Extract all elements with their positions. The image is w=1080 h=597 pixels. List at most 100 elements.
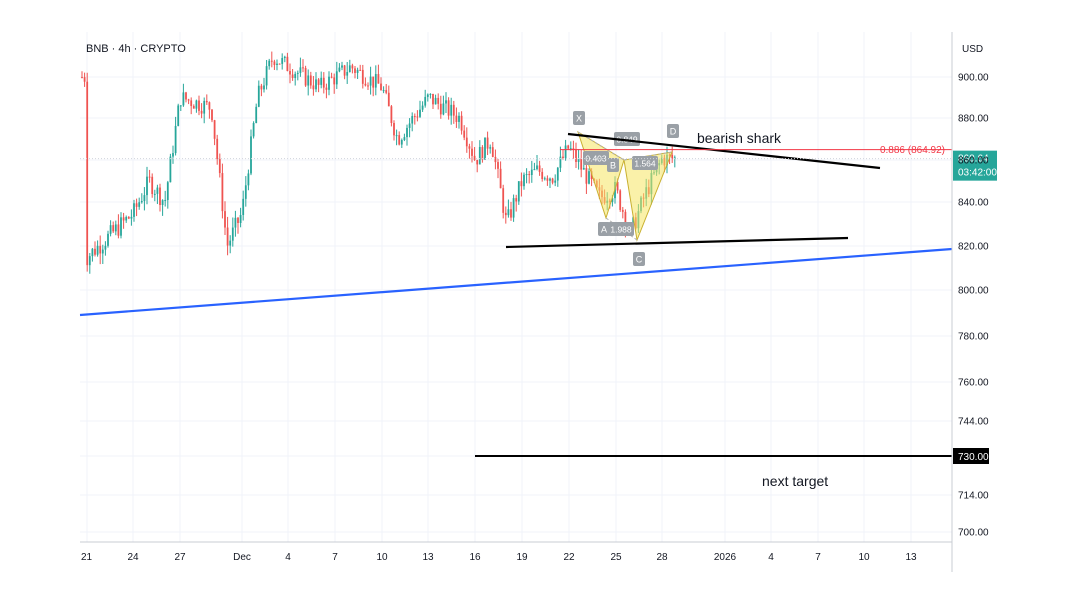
candle-body bbox=[309, 75, 312, 86]
candle-body bbox=[328, 76, 330, 90]
candle-body bbox=[218, 159, 221, 174]
candle-body bbox=[109, 225, 112, 234]
candle-body bbox=[114, 224, 117, 232]
candle-body bbox=[195, 100, 198, 109]
candle-body bbox=[497, 162, 499, 169]
candle-body bbox=[585, 167, 588, 184]
candle-body bbox=[468, 146, 471, 149]
candle-body bbox=[270, 60, 273, 62]
x-tick-label: 25 bbox=[610, 552, 622, 563]
candle-body bbox=[211, 109, 213, 121]
candle-body bbox=[426, 94, 429, 97]
candle-body bbox=[283, 56, 286, 59]
candle-body bbox=[117, 224, 120, 236]
candle-body bbox=[478, 147, 481, 165]
candle-body bbox=[429, 93, 432, 95]
candle-body bbox=[543, 178, 546, 180]
candle-body bbox=[580, 158, 583, 170]
candle-body bbox=[450, 104, 453, 116]
candle-body bbox=[143, 195, 146, 202]
candle-body bbox=[166, 182, 169, 201]
candle-body bbox=[406, 127, 408, 138]
candle-body bbox=[244, 185, 247, 199]
candle-body bbox=[343, 65, 346, 76]
candle-body bbox=[198, 100, 200, 111]
candle-body bbox=[231, 227, 234, 241]
candle-body bbox=[263, 85, 265, 90]
candle-body bbox=[564, 145, 567, 159]
candle-body bbox=[382, 90, 385, 92]
candle-body bbox=[265, 66, 268, 86]
candle-body bbox=[393, 123, 395, 136]
target-price-label: 730.00 bbox=[958, 452, 989, 463]
y-tick-label: 760.00 bbox=[958, 378, 989, 389]
candle-body bbox=[377, 74, 380, 84]
candle-body bbox=[226, 227, 229, 246]
candle-body bbox=[333, 77, 336, 85]
chart-title: BNB · 4h · CRYPTO bbox=[86, 43, 186, 55]
pattern-ratio-badge bbox=[614, 132, 640, 146]
candle-body bbox=[148, 176, 151, 178]
pattern-ac-line bbox=[605, 217, 638, 241]
candle-body bbox=[367, 85, 369, 87]
candle-body bbox=[315, 79, 317, 90]
candle-body bbox=[190, 100, 193, 107]
candle-body bbox=[239, 214, 242, 223]
pattern-point-badge bbox=[607, 158, 619, 172]
y-tick-label: 880.00 bbox=[958, 114, 989, 125]
candle-body bbox=[346, 72, 349, 76]
x-tick-label: 7 bbox=[815, 552, 821, 563]
candle-body bbox=[135, 203, 138, 207]
candle-body bbox=[338, 67, 341, 72]
candle-body bbox=[101, 249, 104, 254]
candle-body bbox=[463, 130, 466, 138]
target-price-badge bbox=[953, 448, 989, 464]
candle-body bbox=[554, 180, 557, 183]
candle-body bbox=[242, 198, 245, 215]
candle-body bbox=[348, 65, 351, 73]
x-tick-label: 4 bbox=[768, 552, 774, 563]
candle-body bbox=[538, 165, 541, 172]
x-tick-label: 16 bbox=[469, 552, 481, 563]
candle-body bbox=[432, 93, 434, 105]
candle-body bbox=[400, 140, 403, 145]
candle-body bbox=[403, 137, 406, 141]
candle-body bbox=[458, 115, 460, 122]
candle-body bbox=[411, 116, 414, 124]
candle-body bbox=[624, 211, 627, 228]
candle-body bbox=[452, 104, 455, 116]
candle-body bbox=[312, 85, 315, 90]
pattern-point-badge bbox=[667, 124, 679, 138]
candle-body bbox=[296, 72, 299, 74]
candle-body bbox=[304, 67, 307, 86]
x-tick-label: 24 bbox=[127, 552, 139, 563]
candle-body bbox=[380, 83, 382, 91]
x-tick-label: 4 bbox=[285, 552, 291, 563]
candle-body bbox=[289, 71, 291, 75]
candle-body bbox=[510, 209, 512, 218]
x-tick-label: 13 bbox=[422, 552, 434, 563]
candle-body bbox=[520, 181, 523, 187]
candle-body bbox=[294, 73, 297, 79]
candle-body bbox=[491, 147, 494, 157]
candle-body bbox=[398, 135, 401, 145]
candle-body bbox=[125, 217, 128, 221]
candle-body bbox=[588, 171, 590, 184]
candle-body bbox=[577, 158, 580, 162]
candle-body bbox=[484, 137, 486, 160]
candle-body bbox=[151, 176, 154, 195]
candle-body bbox=[224, 211, 226, 228]
y-tick-label: 900.00 bbox=[958, 73, 989, 84]
annotation-bearish-shark: bearish shark bbox=[697, 130, 782, 146]
candle-body bbox=[130, 216, 133, 219]
candle-body bbox=[567, 145, 570, 149]
y-tick-label: 780.00 bbox=[958, 332, 989, 343]
candle-body bbox=[562, 156, 564, 159]
candle-body bbox=[374, 74, 377, 88]
candle-body bbox=[361, 69, 364, 84]
candle-body bbox=[281, 58, 284, 64]
candle-body bbox=[138, 202, 141, 207]
candle-body bbox=[164, 200, 167, 202]
